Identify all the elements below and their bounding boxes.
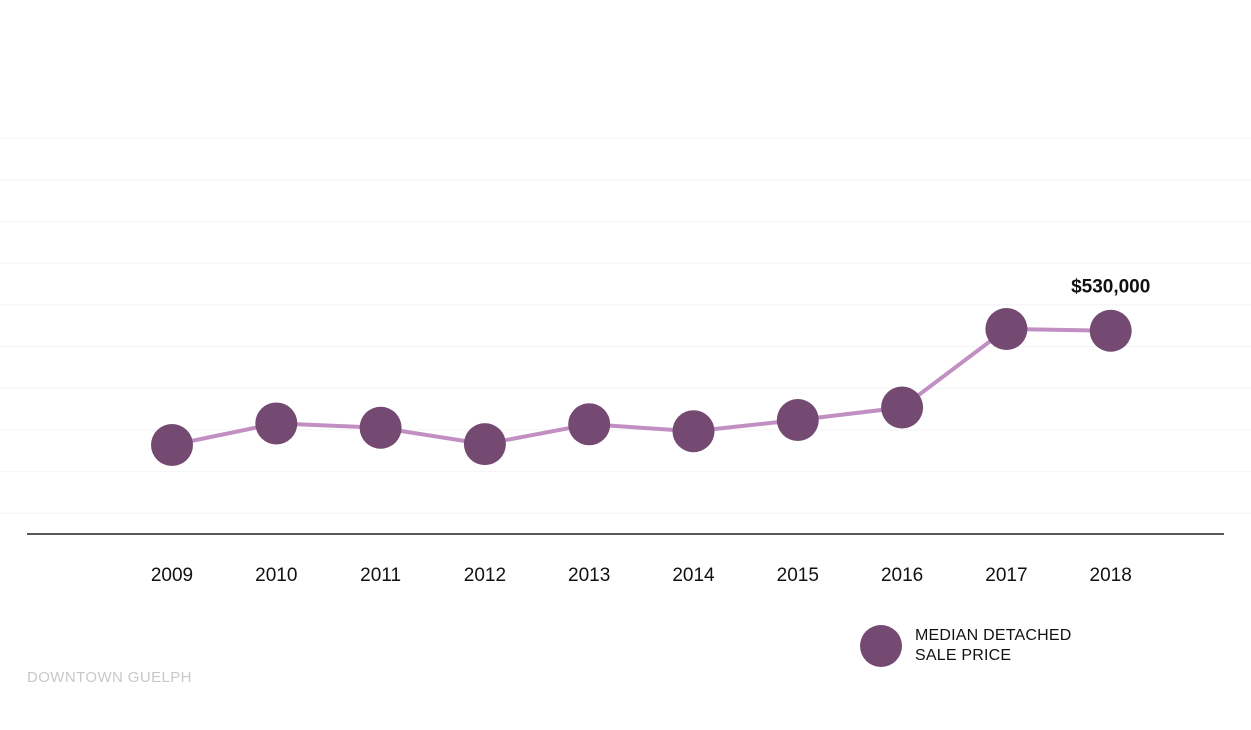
x-tick-label: 2013 bbox=[568, 565, 610, 586]
x-tick-label: 2017 bbox=[985, 565, 1027, 586]
data-point-2009 bbox=[151, 424, 193, 466]
data-point-2017 bbox=[985, 308, 1028, 350]
x-tick-label: 2011 bbox=[360, 565, 401, 586]
series-layer bbox=[151, 308, 1132, 466]
data-labels: $530,000 bbox=[1071, 277, 1150, 298]
data-point-2016 bbox=[881, 386, 924, 429]
x-tick-label: 2012 bbox=[464, 565, 506, 586]
source-credit: DOWNTOWN GUELPH bbox=[27, 669, 192, 686]
x-tick-label: 2016 bbox=[881, 565, 923, 586]
data-point-2010 bbox=[255, 402, 298, 445]
x-tick-label: 2009 bbox=[151, 565, 193, 586]
x-tick-label: 2018 bbox=[1090, 565, 1132, 586]
data-point-2018 bbox=[1089, 309, 1132, 352]
x-tick-label: 2010 bbox=[255, 565, 297, 586]
data-label-2018: $530,000 bbox=[1071, 277, 1150, 298]
x-axis-ticks: 2009 2010 2011 2012 2013 2014 2015 2016 2017 2018 bbox=[151, 565, 1132, 586]
data-point-2011 bbox=[359, 406, 402, 449]
data-point-2012 bbox=[463, 423, 506, 466]
x-tick-label: 2015 bbox=[777, 565, 819, 586]
data-point-2015 bbox=[776, 398, 819, 441]
series-line bbox=[170, 327, 1113, 447]
legend: MEDIAN DETACHED SALE PRICE bbox=[860, 625, 1105, 667]
legend-swatch bbox=[860, 625, 902, 667]
x-tick-label: 2014 bbox=[672, 565, 715, 586]
gridlines bbox=[0, 137, 1251, 514]
legend-label: MEDIAN DETACHED SALE PRICE bbox=[915, 627, 1072, 664]
data-point-2013 bbox=[568, 403, 611, 446]
data-point-2014 bbox=[672, 410, 715, 453]
